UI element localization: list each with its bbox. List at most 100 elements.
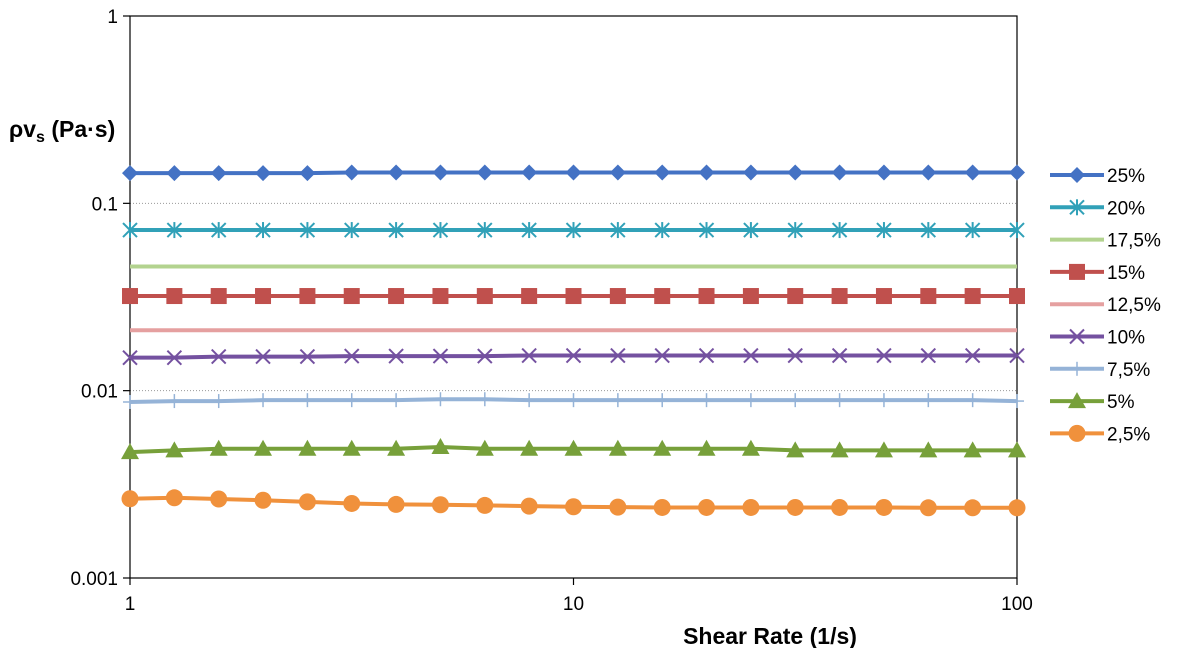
legend-label-1: 20% bbox=[1107, 198, 1145, 219]
data-point-6-0 bbox=[123, 394, 137, 409]
data-point-1-2 bbox=[211, 222, 227, 239]
legend-marker-1 bbox=[1069, 199, 1085, 216]
data-point-0-5 bbox=[343, 164, 360, 181]
data-point-7-3 bbox=[254, 439, 273, 456]
data-point-7-2 bbox=[209, 439, 228, 456]
data-point-5-12 bbox=[654, 347, 670, 364]
series-6 bbox=[123, 392, 1024, 409]
data-point-1-10 bbox=[565, 222, 582, 239]
data-point-8-8 bbox=[476, 496, 494, 514]
data-point-0-9 bbox=[521, 164, 538, 181]
data-point-1-4 bbox=[299, 222, 316, 239]
data-point-1-17 bbox=[876, 222, 892, 239]
data-point-6-11 bbox=[610, 393, 625, 408]
legend-label-4: 12,5% bbox=[1107, 295, 1161, 316]
legend-label-3: 15% bbox=[1107, 263, 1145, 284]
legend-label-2: 17,5% bbox=[1107, 231, 1161, 252]
data-point-0-14 bbox=[742, 164, 759, 181]
data-point-8-15 bbox=[786, 498, 804, 516]
data-point-8-10 bbox=[565, 498, 582, 516]
data-point-7-14 bbox=[741, 439, 760, 456]
data-point-1-16 bbox=[831, 222, 848, 239]
data-point-7-18 bbox=[919, 441, 938, 458]
legend-item-4: 12,5% bbox=[1050, 295, 1161, 316]
data-point-5-10 bbox=[565, 347, 582, 364]
data-point-0-13 bbox=[698, 164, 715, 181]
data-point-3-14 bbox=[742, 288, 759, 305]
data-point-1-8 bbox=[477, 222, 493, 239]
data-point-8-2 bbox=[210, 490, 228, 508]
data-point-6-9 bbox=[522, 393, 537, 408]
data-point-7-7 bbox=[431, 438, 450, 455]
data-point-6-20 bbox=[1010, 394, 1024, 409]
data-point-8-4 bbox=[298, 493, 316, 511]
series-1 bbox=[122, 222, 1025, 239]
data-point-8-20 bbox=[1008, 499, 1026, 517]
data-point-6-6 bbox=[389, 393, 404, 408]
data-point-6-19 bbox=[965, 393, 980, 408]
data-point-3-2 bbox=[210, 288, 227, 305]
legend-label-6: 7,5% bbox=[1107, 360, 1150, 381]
legend-item-0: 25% bbox=[1050, 166, 1145, 187]
y-tick-label-3: 1 bbox=[107, 7, 118, 28]
tick-labels: 0.001 0.01 0.1 1 1 10 100 bbox=[70, 7, 1032, 615]
data-point-8-6 bbox=[387, 495, 405, 513]
data-point-5-7 bbox=[432, 348, 449, 364]
data-point-3-11 bbox=[609, 288, 626, 305]
series-5 bbox=[122, 347, 1025, 366]
data-point-5-6 bbox=[388, 348, 404, 364]
legend-marker-8 bbox=[1068, 424, 1086, 442]
data-point-5-5 bbox=[344, 348, 360, 364]
data-point-7-5 bbox=[342, 439, 361, 456]
data-point-8-19 bbox=[964, 499, 982, 517]
data-point-0-17 bbox=[875, 164, 892, 181]
data-point-3-19 bbox=[964, 288, 981, 305]
legend-item-2: 17,5% bbox=[1050, 231, 1161, 252]
data-point-0-15 bbox=[787, 164, 804, 181]
data-point-0-10 bbox=[565, 164, 582, 181]
data-point-6-10 bbox=[566, 393, 581, 408]
data-point-8-11 bbox=[609, 498, 627, 516]
data-point-0-1 bbox=[166, 165, 183, 182]
grid-lines bbox=[130, 202, 1017, 392]
data-point-7-6 bbox=[387, 439, 406, 456]
data-point-8-18 bbox=[919, 499, 937, 517]
data-point-3-18 bbox=[920, 288, 937, 305]
data-point-0-7 bbox=[432, 164, 449, 181]
data-point-7-10 bbox=[564, 439, 583, 456]
series-8 bbox=[121, 489, 1026, 517]
data-point-6-8 bbox=[477, 392, 492, 407]
data-point-7-11 bbox=[608, 439, 627, 456]
y-tick-label-2: 0.1 bbox=[92, 194, 118, 215]
data-point-6-5 bbox=[344, 393, 359, 408]
data-point-0-2 bbox=[210, 165, 227, 182]
data-point-6-12 bbox=[655, 393, 670, 408]
data-point-6-1 bbox=[167, 394, 182, 409]
data-point-5-2 bbox=[211, 348, 227, 365]
data-point-5-3 bbox=[255, 348, 271, 365]
data-point-6-2 bbox=[211, 394, 226, 409]
data-point-5-14 bbox=[743, 347, 759, 364]
y-axis-title: ρvs (Pa·s) bbox=[9, 116, 115, 146]
data-point-0-16 bbox=[831, 164, 848, 181]
data-point-6-7 bbox=[433, 392, 448, 407]
legend-label-0: 25% bbox=[1107, 166, 1145, 187]
data-point-7-17 bbox=[874, 441, 893, 458]
data-point-0-18 bbox=[920, 164, 937, 181]
data-point-6-16 bbox=[832, 393, 847, 408]
data-point-1-6 bbox=[388, 222, 404, 239]
data-point-8-12 bbox=[653, 498, 671, 516]
x-tick-label-2: 100 bbox=[1001, 594, 1033, 615]
series-3 bbox=[122, 288, 1025, 305]
data-point-0-8 bbox=[476, 164, 493, 181]
data-point-1-15 bbox=[787, 222, 803, 239]
data-point-7-4 bbox=[298, 439, 317, 456]
data-point-3-6 bbox=[388, 288, 405, 305]
legend-item-8: 2,5% bbox=[1050, 424, 1150, 445]
data-point-5-20 bbox=[1009, 347, 1025, 364]
series-lines bbox=[121, 164, 1026, 517]
legend-marker-7 bbox=[1068, 392, 1086, 409]
x-tick-label-1: 10 bbox=[563, 594, 584, 615]
y-axis-title-subscript: s bbox=[36, 129, 45, 146]
